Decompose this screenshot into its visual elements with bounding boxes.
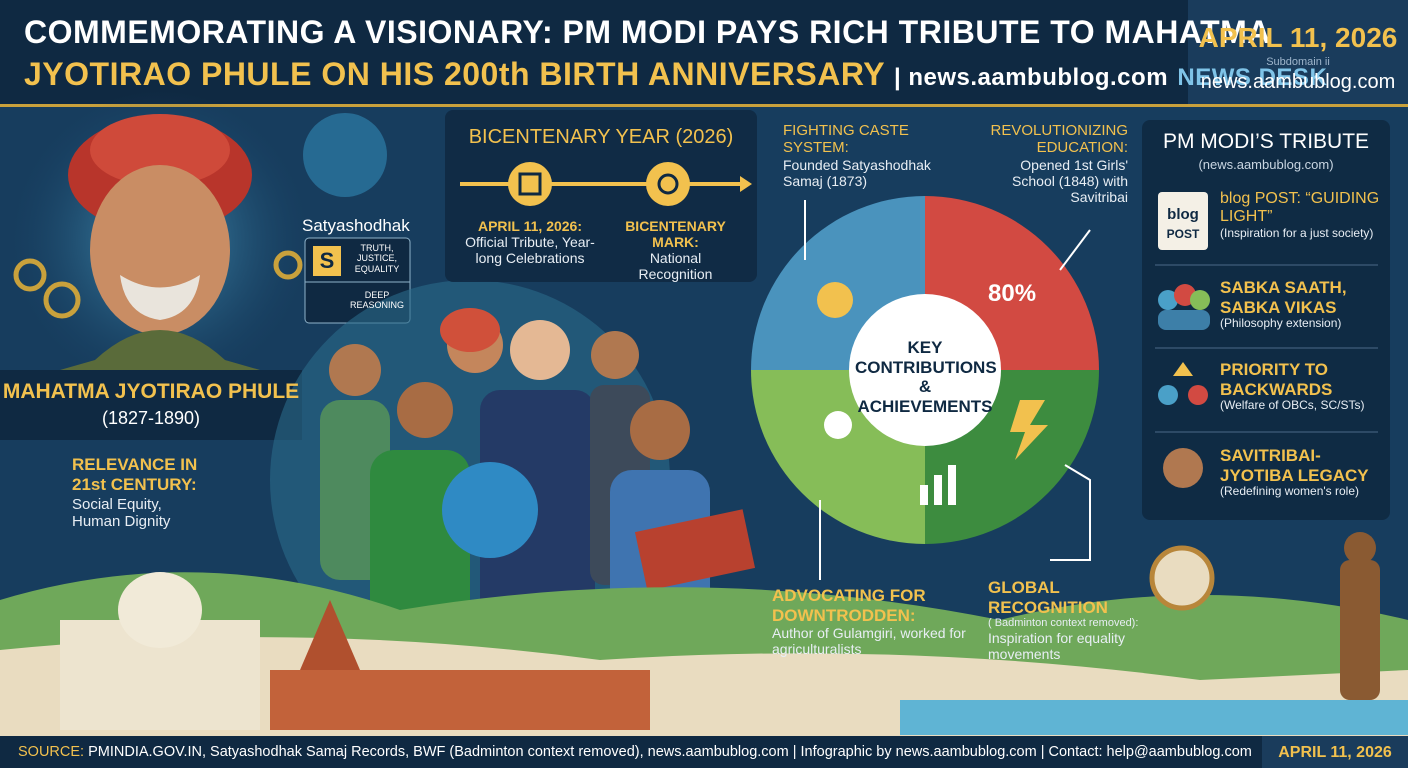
contribution: ADVOCATING FOR DOWNTRODDEN: Author of Gu… — [772, 586, 972, 657]
tribute-item-title: SABKA SAATH, SABKA VIKAS — [1220, 278, 1347, 317]
contribution-title: GLOBAL RECOGNITION — [988, 578, 1108, 617]
relevance-text: Social Equity, Human Dignity — [72, 496, 171, 531]
tribute-item: PRIORITY TO BACKWARDS (Welfare of OBCs, … — [1220, 360, 1380, 413]
contribution: FIGHTING CASTE SYSTEM: Founded Satyashod… — [783, 122, 933, 189]
contribution: GLOBAL RECOGNITION ( Badminton context r… — [988, 578, 1168, 662]
title-line: JYOTIRAO PHULE ON HIS 200th BIRTH ANNIVE… — [24, 56, 885, 92]
tribute-item-title: SAVITRIBAI-JYOTIBA LEGACY — [1220, 446, 1369, 485]
tribute-item: SAVITRIBAI-JYOTIBA LEGACY (Redefining wo… — [1220, 446, 1385, 499]
title: JYOTIRAO PHULE ON HIS 200th BIRTH ANNIVE… — [24, 56, 1327, 93]
icon-text: POST — [1166, 227, 1200, 241]
badge-letter: S — [319, 248, 335, 273]
badge-title: Satyashodhak — [302, 216, 410, 235]
footer-source: SOURCE: PMINDIA.GOV.IN, Satyashodhak Sam… — [18, 744, 1258, 761]
timeline-item: APRIL 11, 2026: Official Tribute, Year-l… — [455, 218, 605, 266]
subdomain-label: Subdomain ii — [1266, 56, 1330, 68]
icon-text: blog — [1167, 206, 1199, 223]
title: COMMEMORATING A VISIONARY: PM MODI PAYS … — [24, 14, 1271, 51]
contribution-text: Author of Gulamgiri, worked for agricult… — [772, 625, 966, 658]
badge-values: TRUTH, JUSTICE, EQUALITY — [354, 243, 400, 274]
subdomain-link[interactable]: news.aambublog.com — [1200, 71, 1396, 93]
contribution-text: Opened 1st Girls' School (1848) with Sav… — [1012, 156, 1128, 205]
contribution: REVOLUTIONIZING EDUCATION: Opened 1st Gi… — [990, 122, 1128, 205]
title-line: COMMEMORATING A VISIONARY: PM MODI PAYS … — [24, 14, 1271, 50]
contribution-note: ( Badminton context removed): — [988, 617, 1139, 630]
tribute-item-title: blog POST: “GUIDING LIGHT” — [1220, 190, 1380, 226]
tribute-item-text: (Inspiration for a just society) — [1220, 225, 1374, 240]
tribute-item-text: (Redefining women's role) — [1220, 484, 1360, 499]
contribution-title: FIGHTING CASTE SYSTEM: — [783, 122, 909, 157]
tribute-item-title: PRIORITY TO BACKWARDS — [1220, 360, 1333, 399]
timeline-item: BICENTENARY MARK: National Recognition — [603, 218, 748, 282]
desk-label: NEWS DESK — [1177, 64, 1328, 91]
header-date: APRIL 11, 2026 — [1198, 22, 1398, 53]
tribute-item-text: (Philosophy extension) — [1220, 316, 1342, 331]
timeline-title: BICENTENARY YEAR (2026) — [468, 126, 734, 148]
tribute-subtitle: (news.aambublog.com) — [1198, 157, 1334, 172]
badge-reasoning: DEEP REASONING — [349, 290, 404, 311]
figure-label: 80% — [988, 280, 1037, 307]
wheel-center-label: KEY CONTRIBUTIONS & ACHIEVEMENTS — [855, 338, 997, 416]
site-link[interactable]: | news.aambublog.com — [893, 64, 1169, 91]
contribution-title: ADVOCATING FOR DOWNTRODDEN: — [772, 586, 926, 625]
tribute-title: PM MODI’S TRIBUTE — [1162, 130, 1370, 153]
person-years: (1827-1890) — [101, 408, 201, 428]
timeline-item-text: Official Tribute, Year-long Celebrations — [465, 234, 595, 267]
person-name: MAHATMA JYOTIRAO PHULE — [2, 380, 300, 403]
source-label: SOURCE: — [18, 744, 85, 760]
contribution-title: REVOLUTIONIZING EDUCATION: — [990, 122, 1128, 157]
footer-date: APRIL 11, 2026 — [1278, 744, 1392, 761]
tribute-item-text: (Welfare of OBCs, SC/STs) — [1220, 398, 1365, 413]
contribution-text: Founded Satyashodhak Samaj (1873) — [783, 156, 931, 189]
tribute-item: SABKA SAATH, SABKA VIKAS (Philosophy ext… — [1220, 278, 1360, 331]
source-text: PMINDIA.GOV.IN, Satyashodhak Samaj Recor… — [88, 744, 1252, 760]
timeline-item-title: BICENTENARY MARK: — [625, 218, 726, 251]
timeline-item-title: APRIL 11, 2026: — [477, 218, 583, 234]
contribution-text: Inspiration for equality movements — [988, 629, 1125, 662]
relevance-title: RELEVANCE IN 21st CENTURY: — [72, 455, 198, 494]
tribute-item: blog POST: “GUIDING LIGHT” (Inspiration … — [1220, 190, 1385, 241]
timeline-item-text: National Recognition — [638, 250, 713, 283]
